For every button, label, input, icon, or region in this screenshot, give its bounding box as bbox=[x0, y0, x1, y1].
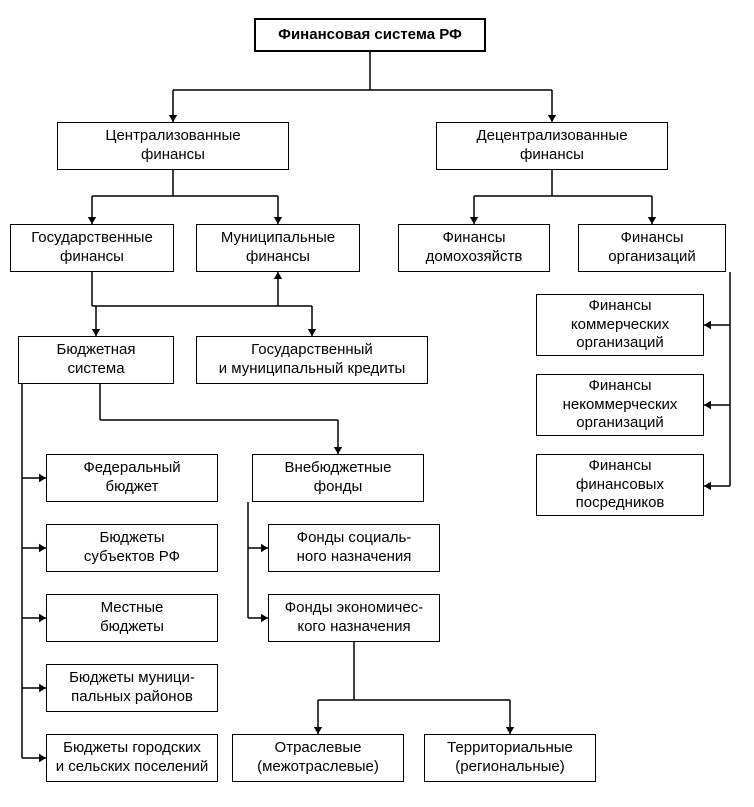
node-extrabudget: Внебюджетныефонды bbox=[252, 454, 424, 502]
node-budget_sys: Бюджетнаясистема bbox=[18, 336, 174, 384]
node-decentral: Децентрализованныефинансы bbox=[436, 122, 668, 170]
node-mun_raion: Бюджеты муници-пальных районов bbox=[46, 664, 218, 712]
node-mun_fin: Муниципальныефинансы bbox=[196, 224, 360, 272]
node-soc_funds: Фонды социаль-ного назначения bbox=[268, 524, 440, 572]
node-root: Финансовая система РФ bbox=[254, 18, 486, 52]
node-gov_fin: Государственныефинансы bbox=[10, 224, 174, 272]
node-subj_budget: Бюджетысубъектов РФ bbox=[46, 524, 218, 572]
node-fed_budget: Федеральныйбюджет bbox=[46, 454, 218, 502]
node-city_rural: Бюджеты городскихи сельских поселений bbox=[46, 734, 218, 782]
node-local_budget: Местныебюджеты bbox=[46, 594, 218, 642]
node-fin_interm: Финансыфинансовыхпосредников bbox=[536, 454, 704, 516]
node-central: Централизованныефинансы bbox=[57, 122, 289, 170]
diagram-canvas: Финансовая система РФ Централизованныефин… bbox=[0, 0, 754, 807]
node-noncomm_org: Финансынекоммерческихорганизаций bbox=[536, 374, 704, 436]
node-house_fin: Финансыдомохозяйств bbox=[398, 224, 550, 272]
node-comm_org: Финансыкоммерческихорганизаций bbox=[536, 294, 704, 356]
node-gov_credit: Государственныйи муниципальный кредиты bbox=[196, 336, 428, 384]
node-territorial: Территориальные(региональные) bbox=[424, 734, 596, 782]
node-sectoral: Отраслевые(межотраслевые) bbox=[232, 734, 404, 782]
node-econ_funds: Фонды экономичес-кого назначения bbox=[268, 594, 440, 642]
node-org_fin: Финансыорганизаций bbox=[578, 224, 726, 272]
